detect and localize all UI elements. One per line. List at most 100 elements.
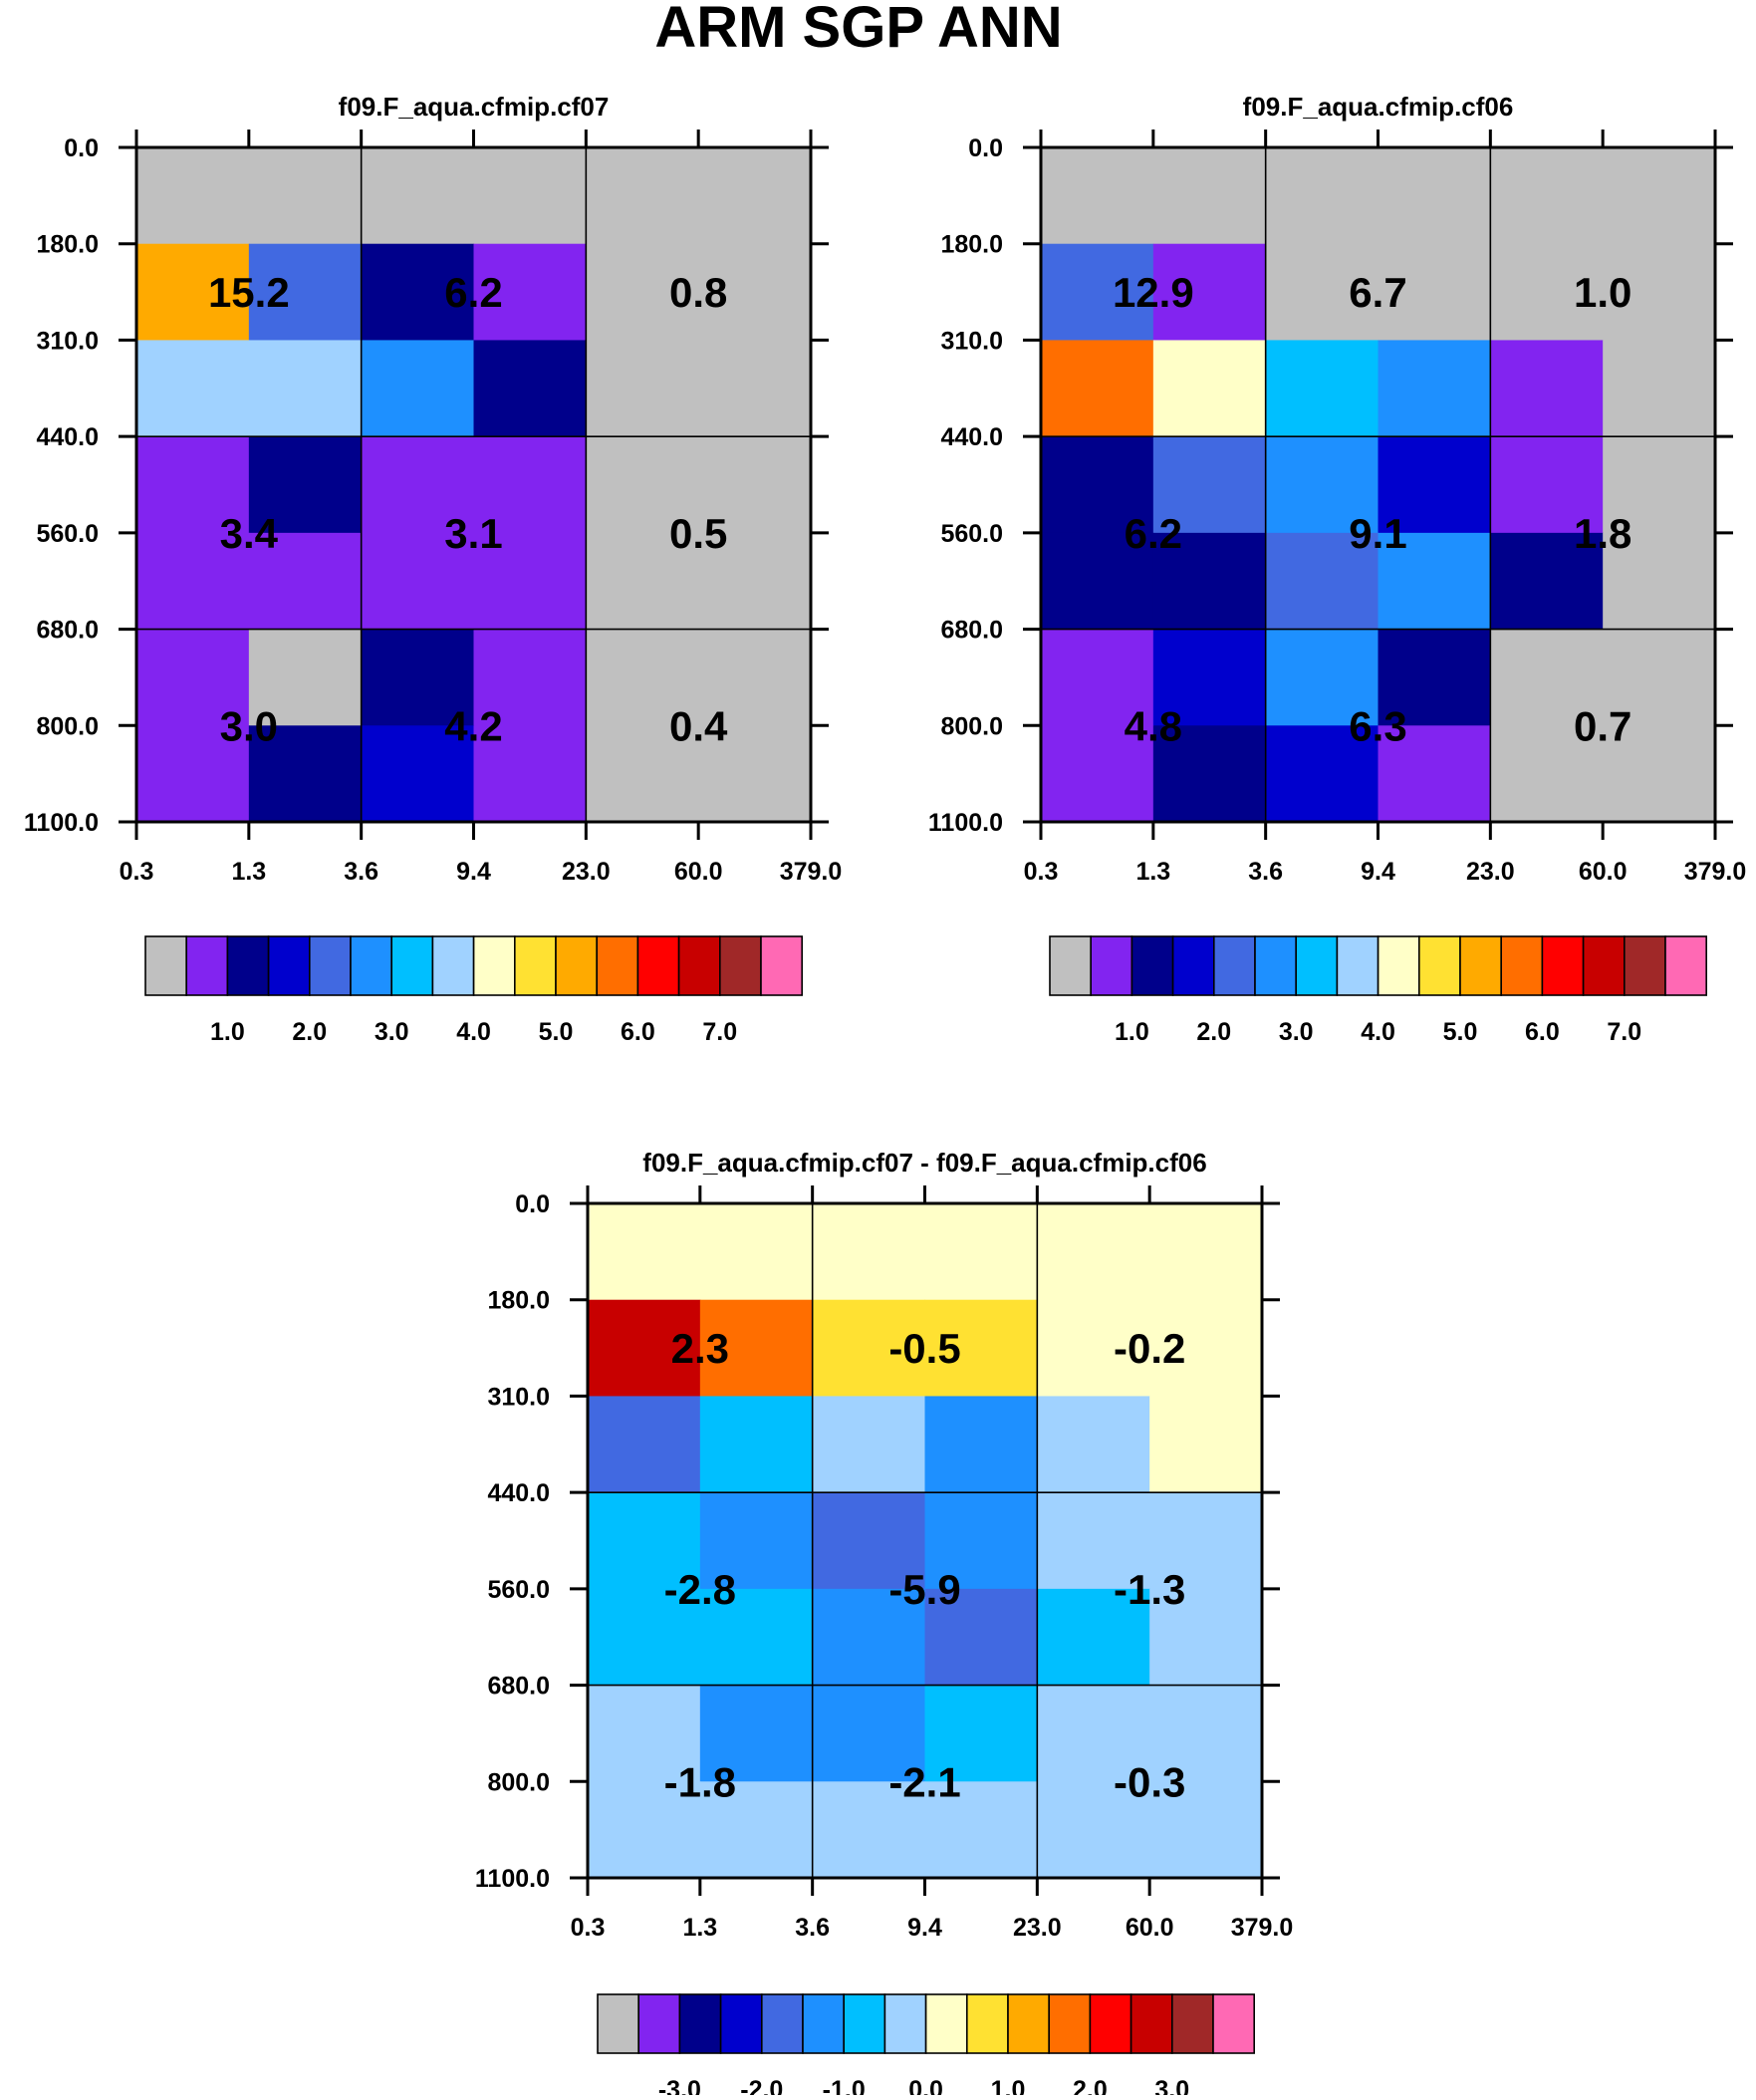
heatmap-cell: [1152, 147, 1267, 245]
heatmap-cell: [1149, 1492, 1263, 1590]
block-value-label: 6.2: [1125, 510, 1182, 557]
heatmap-cell: [136, 243, 250, 342]
heatmap-cell: [586, 436, 699, 534]
heatmap-cell: [1490, 629, 1604, 726]
colorbar-label: -2.0: [740, 2076, 783, 2095]
y-tick-label: 310.0: [36, 327, 99, 355]
colorbar-box: [144, 935, 188, 996]
heatmap-cell: [1265, 436, 1380, 534]
colorbar-box: [1171, 1993, 1214, 2054]
colorbar-label: 7.0: [1607, 1018, 1641, 1046]
colorbar-label: 0.0: [908, 2076, 943, 2095]
block-value-label: -0.2: [1114, 1325, 1185, 1372]
colorbar-label: 2.0: [1073, 2076, 1108, 2095]
heatmap-cell: [586, 629, 699, 726]
block-values: 2.3 -0.5 -0.2 -2.8 -5.9 -1.3 -1.8 -2.1 -0.3: [664, 1325, 1186, 1805]
y-tick-label: 310.0: [487, 1383, 550, 1411]
colorbar-box: [226, 935, 270, 996]
heatmap-cell: [924, 1299, 1038, 1398]
heatmap-cell: [699, 1781, 814, 1879]
y-tick-label: 800.0: [36, 712, 99, 740]
colorbar-label: 1.0: [210, 1018, 245, 1046]
panel-title: f09.F_aqua.cfmip.cf07: [339, 92, 610, 122]
heatmap-cell: [248, 629, 363, 726]
y-tick-label: 0.0: [968, 134, 1003, 162]
heatmap-cell: [588, 1588, 701, 1687]
colorbar-box: [760, 1993, 804, 2054]
block-value-label: 1.8: [1574, 510, 1631, 557]
y-tick-label: 0.0: [64, 134, 99, 162]
colorbar-label: 6.0: [621, 1018, 655, 1046]
y-tick-label: 0.0: [515, 1190, 550, 1218]
block-value-label: -1.3: [1114, 1566, 1185, 1613]
heatmap-cell: [248, 147, 363, 245]
heatmap-cell: [812, 1685, 926, 1782]
heatmap-cell: [1152, 436, 1267, 534]
x-tick-label: 3.6: [344, 858, 378, 886]
heatmap-cell: [1603, 532, 1716, 631]
colorbar-box: [924, 1993, 968, 2054]
heatmap-cell: [1490, 532, 1604, 631]
colorbar-box: [1459, 935, 1503, 996]
heatmap-cell: [473, 340, 587, 437]
heatmap-cell: [812, 1588, 926, 1687]
colorbar-box: [719, 1993, 763, 2054]
x-tick-label: 3.6: [795, 1914, 830, 1942]
heatmap-cell: [1603, 436, 1716, 534]
x-tick-label: 379.0: [1231, 1914, 1294, 1942]
panel-title: f09.F_aqua.cfmip.cf07 - f09.F_aqua.cfmip…: [642, 1148, 1206, 1178]
y-tick-label: 1100.0: [928, 809, 1003, 837]
heatmap-cell: [1037, 1492, 1150, 1590]
colorbar-box: [555, 935, 599, 996]
colorbar-box: [760, 935, 804, 996]
heatmap-cell: [812, 1492, 926, 1590]
heatmap-cell: [699, 1299, 814, 1398]
heatmap-cell: [924, 1492, 1038, 1590]
heatmap-cell: [924, 1685, 1038, 1782]
block-value-label: 6.3: [1349, 702, 1406, 749]
colorbar-label: 3.0: [375, 1018, 409, 1046]
heatmap-cell: [1037, 1299, 1150, 1398]
heatmap-cell: [1378, 243, 1491, 342]
heatmap-cell: [136, 147, 250, 245]
block-value-label: 4.2: [444, 702, 502, 749]
colorbar-box: [185, 935, 229, 996]
heatmap-cell: [699, 1203, 814, 1301]
block-value-label: 15.2: [208, 269, 290, 316]
colorbar-label: 3.0: [1154, 2076, 1189, 2095]
colorbar-label: 1.0: [991, 2076, 1026, 2095]
heatmap-cell: [924, 1396, 1038, 1493]
heatmap-cell: [588, 1299, 701, 1398]
colorbar-box: [1541, 935, 1585, 996]
heatmap-cell: [588, 1396, 701, 1493]
colorbar-label: 4.0: [456, 1018, 491, 1046]
heatmap-cell: [698, 340, 812, 437]
colorbar-label: 2.0: [292, 1018, 327, 1046]
heatmap-cell: [136, 340, 250, 437]
heatmap-cell: [136, 436, 250, 534]
heatmap-cell: [586, 340, 699, 437]
colorbar-box: [1090, 935, 1133, 996]
heatmap-cell: [1490, 340, 1604, 437]
block-value-label: 2.3: [671, 1325, 729, 1372]
heatmap-cell: [1041, 436, 1154, 534]
heatmap-cell: [1603, 147, 1716, 245]
colorbar-box: [1500, 935, 1544, 996]
colorbar: -3.0 -2.0 -1.0 0.0 1.0 2.0 3.0: [597, 1993, 1256, 2100]
colorbar-box: [1254, 935, 1298, 996]
heatmap-cell: [473, 532, 587, 631]
colorbar-box: [1129, 1993, 1173, 2054]
heatmap-cell: [1603, 243, 1716, 342]
y-tick-label: 800.0: [940, 712, 1003, 740]
heatmap-cell: [1037, 1396, 1150, 1493]
colorbar-box: [308, 935, 352, 996]
heatmap-cell: [812, 1203, 926, 1301]
heatmap-cell: [361, 725, 475, 823]
block-values: 15.2 6.2 0.8 3.4 3.1 0.5 3.0 4.2 0.4: [208, 269, 728, 749]
heatmap-cell: [698, 532, 812, 631]
heatmap-cell: [1037, 1685, 1150, 1782]
block-grid: [1041, 147, 1715, 822]
colorbar-box: [637, 1993, 681, 2054]
heatmap-cell: [361, 532, 475, 631]
panel-3: f09.F_aqua.cfmip.cf07 - f09.F_aqua.cfmip…: [475, 1148, 1294, 2100]
